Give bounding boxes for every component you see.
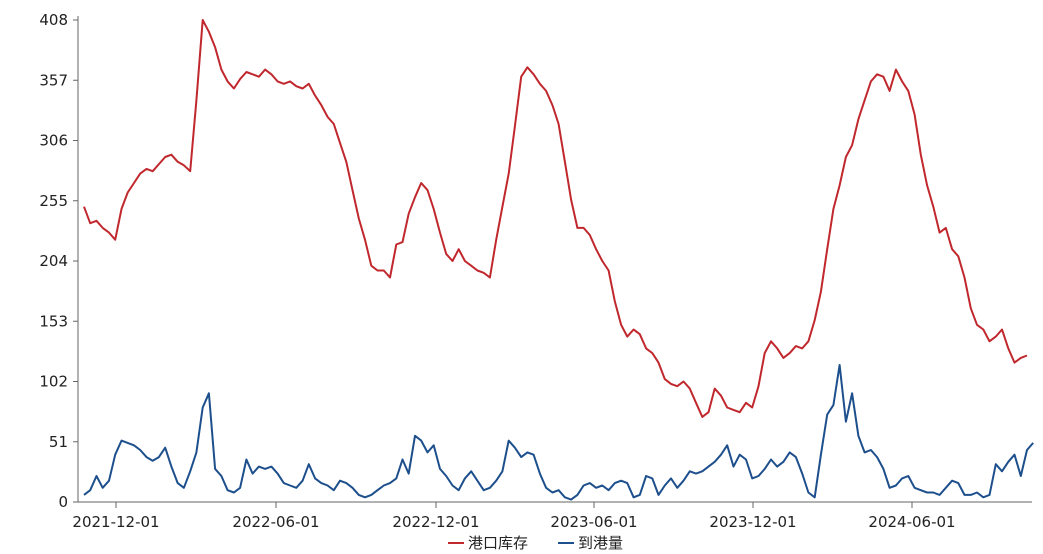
y-tick-label: 255 <box>39 192 68 210</box>
y-tick-label: 0 <box>58 493 68 511</box>
y-tick-label: 306 <box>39 132 68 150</box>
x-tick-label: 2023-06-01 <box>550 513 637 531</box>
series-line-0 <box>83 19 1028 418</box>
legend-label: 港口库存 <box>468 534 528 552</box>
y-tick-label: 51 <box>49 433 68 451</box>
y-axis: 0 51 102 153 204 255 306 357 408 <box>39 11 79 511</box>
x-tick-label: 2024-06-01 <box>868 513 955 531</box>
legend: 港口库存 到港量 <box>448 534 623 552</box>
x-tick-label: 2023-12-01 <box>709 513 796 531</box>
x-tick-label: 2021-12-01 <box>72 513 159 531</box>
y-tick-label: 408 <box>39 11 68 29</box>
y-tick-label: 204 <box>39 252 68 270</box>
series-line-1 <box>83 364 1034 501</box>
y-tick-label: 357 <box>39 71 68 89</box>
legend-label: 到港量 <box>578 534 623 552</box>
x-axis: 2021-12-01 2022-06-01 2022-12-01 2023-06-01… <box>72 501 1032 531</box>
x-tick-label: 2022-06-01 <box>232 513 319 531</box>
y-tick-label: 102 <box>39 373 68 391</box>
y-tick-label: 153 <box>39 312 68 330</box>
x-tick-label: 2022-12-01 <box>392 513 479 531</box>
series-lines <box>83 19 1034 501</box>
